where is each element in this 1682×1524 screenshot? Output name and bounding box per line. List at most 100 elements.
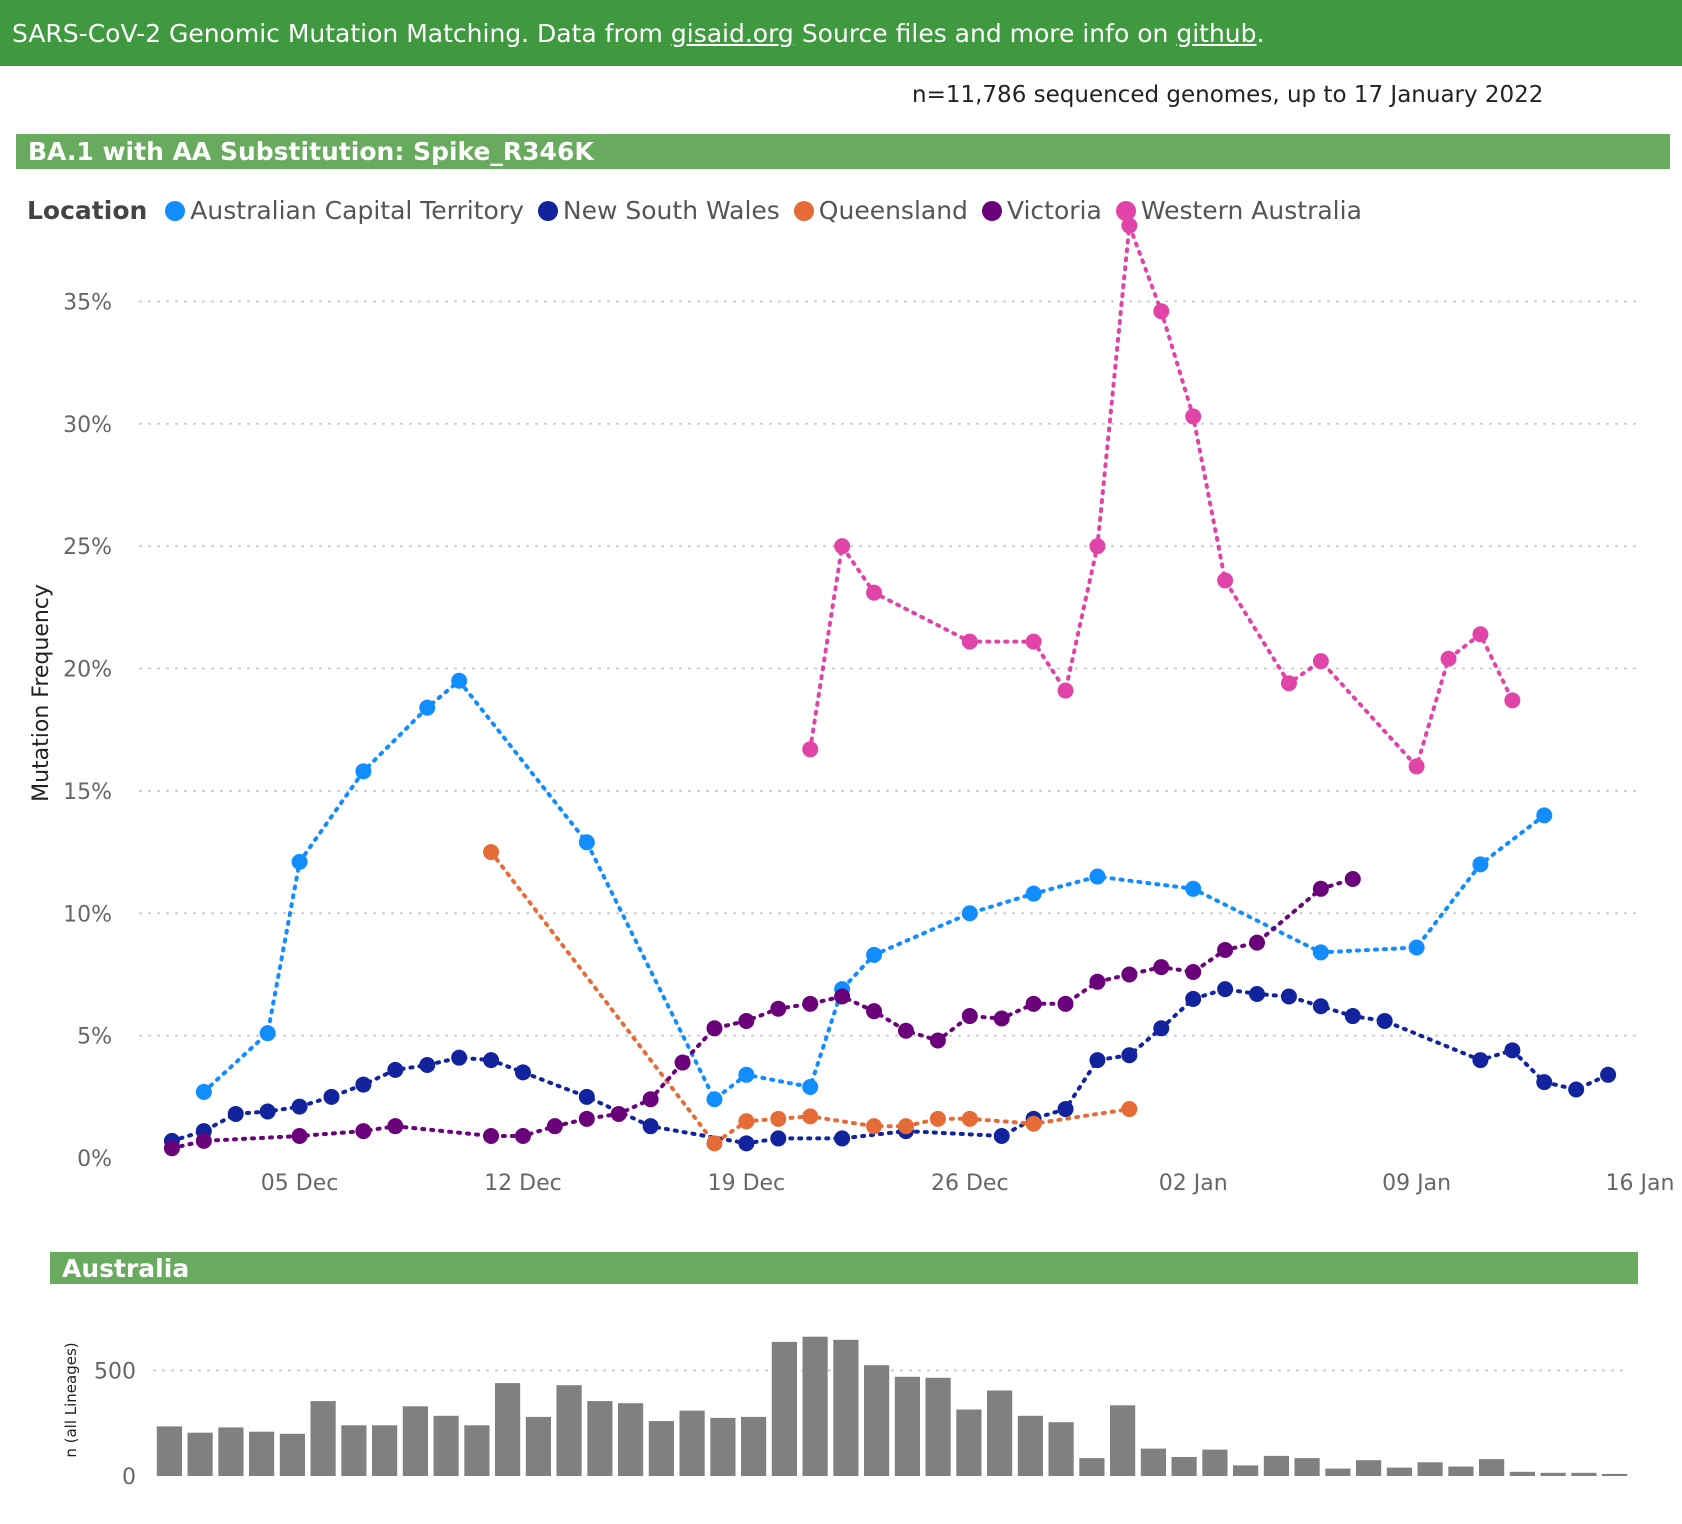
data-point[interactable] <box>770 1130 787 1147</box>
data-point[interactable] <box>738 1066 755 1083</box>
count-bar[interactable] <box>279 1433 305 1476</box>
legend-item[interactable]: New South Wales <box>537 196 780 225</box>
data-point[interactable] <box>1089 538 1106 555</box>
data-point[interactable] <box>227 1105 244 1122</box>
count-bar[interactable] <box>1017 1415 1043 1476</box>
data-point[interactable] <box>802 1108 819 1125</box>
data-point[interactable] <box>674 1054 691 1071</box>
count-bar[interactable] <box>402 1406 428 1476</box>
data-point[interactable] <box>355 1123 372 1140</box>
data-point[interactable] <box>578 1110 595 1127</box>
data-point[interactable] <box>1536 807 1553 824</box>
data-point[interactable] <box>1472 626 1489 643</box>
count-bar[interactable] <box>710 1417 736 1476</box>
count-bar[interactable] <box>894 1376 920 1476</box>
count-bar[interactable] <box>956 1409 982 1477</box>
data-point[interactable] <box>419 699 436 716</box>
data-point[interactable] <box>578 834 595 851</box>
data-point[interactable] <box>834 988 851 1005</box>
data-point[interactable] <box>355 1076 372 1093</box>
legend-item[interactable]: Victoria <box>981 196 1102 225</box>
data-point[interactable] <box>355 763 372 780</box>
count-bar[interactable] <box>1571 1472 1597 1476</box>
data-point[interactable] <box>897 1022 914 1039</box>
count-bar[interactable] <box>1356 1460 1382 1476</box>
data-point[interactable] <box>1025 995 1042 1012</box>
count-bar[interactable] <box>1417 1462 1443 1476</box>
data-point[interactable] <box>546 1118 563 1135</box>
data-point[interactable] <box>259 1025 276 1042</box>
data-point[interactable] <box>1344 871 1361 887</box>
data-point[interactable] <box>929 1032 946 1049</box>
data-point[interactable] <box>1408 939 1425 956</box>
data-point[interactable] <box>483 844 500 861</box>
data-point[interactable] <box>866 1003 883 1020</box>
count-bar[interactable] <box>1540 1472 1566 1476</box>
data-point[interactable] <box>866 1118 883 1135</box>
data-point[interactable] <box>195 1132 212 1149</box>
data-point[interactable] <box>1408 758 1425 775</box>
count-bar[interactable] <box>372 1425 398 1476</box>
count-bar[interactable] <box>464 1425 490 1476</box>
count-bar[interactable] <box>1325 1468 1351 1476</box>
count-bar[interactable] <box>495 1383 521 1476</box>
count-bar[interactable] <box>1509 1471 1535 1476</box>
data-point[interactable] <box>1025 633 1042 650</box>
data-point[interactable] <box>993 1010 1010 1027</box>
data-point[interactable] <box>610 1105 627 1122</box>
data-point[interactable] <box>834 1130 851 1147</box>
data-point[interactable] <box>1280 988 1297 1005</box>
count-bar[interactable] <box>1079 1458 1105 1476</box>
data-point[interactable] <box>1185 408 1202 425</box>
data-point[interactable] <box>1057 1101 1074 1118</box>
count-bar[interactable] <box>587 1401 613 1476</box>
count-bar[interactable] <box>1602 1473 1628 1476</box>
count-bar[interactable] <box>1263 1455 1289 1476</box>
count-bar[interactable] <box>1048 1422 1074 1476</box>
data-point[interactable] <box>1217 941 1234 958</box>
data-point[interactable] <box>1312 944 1329 961</box>
count-bar[interactable] <box>679 1410 705 1476</box>
github-link[interactable]: github <box>1176 18 1257 48</box>
data-point[interactable] <box>514 1127 531 1144</box>
data-point[interactable] <box>291 853 308 870</box>
data-point[interactable] <box>802 741 819 758</box>
count-bar[interactable] <box>341 1425 367 1476</box>
data-point[interactable] <box>1121 966 1138 983</box>
data-point[interactable] <box>1121 1047 1138 1064</box>
data-point[interactable] <box>1153 303 1170 320</box>
data-point[interactable] <box>802 1079 819 1096</box>
data-point[interactable] <box>1568 1081 1585 1098</box>
data-point[interactable] <box>387 1061 404 1078</box>
count-bar[interactable] <box>741 1416 767 1476</box>
data-point[interactable] <box>419 1057 436 1073</box>
data-point[interactable] <box>1600 1066 1617 1083</box>
count-bar[interactable] <box>771 1341 797 1476</box>
data-point[interactable] <box>1280 675 1297 692</box>
data-point[interactable] <box>1376 1012 1393 1029</box>
data-point[interactable] <box>163 1140 180 1157</box>
legend-item[interactable]: Australian Capital Territory <box>165 196 524 225</box>
data-point[interactable] <box>738 1012 755 1029</box>
data-point[interactable] <box>1440 650 1457 667</box>
count-bar[interactable] <box>1140 1448 1166 1476</box>
data-point[interactable] <box>1472 1052 1489 1069</box>
data-point[interactable] <box>1153 1020 1170 1037</box>
data-point[interactable] <box>770 1110 787 1127</box>
data-point[interactable] <box>1312 998 1329 1015</box>
data-point[interactable] <box>834 538 851 555</box>
data-point[interactable] <box>1312 653 1329 670</box>
data-point[interactable] <box>961 1110 978 1127</box>
data-point[interactable] <box>1089 1052 1106 1069</box>
data-point[interactable] <box>1249 986 1266 1003</box>
data-point[interactable] <box>642 1118 659 1135</box>
data-point[interactable] <box>451 1049 468 1066</box>
data-point[interactable] <box>578 1088 595 1105</box>
data-point[interactable] <box>642 1091 659 1108</box>
count-bar[interactable] <box>1202 1449 1228 1476</box>
count-bar[interactable] <box>925 1377 951 1476</box>
count-bar[interactable] <box>249 1431 275 1476</box>
data-point[interactable] <box>1344 1008 1361 1025</box>
data-point[interactable] <box>1472 856 1489 873</box>
count-bar[interactable] <box>864 1365 890 1476</box>
